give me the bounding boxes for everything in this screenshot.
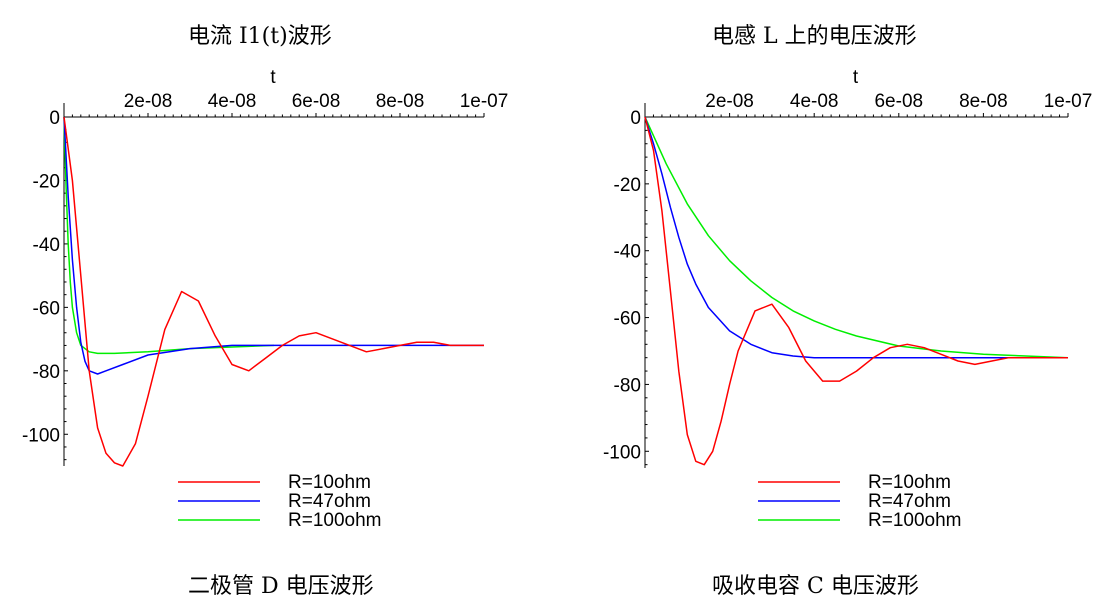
legend-label: R=10ohm — [288, 472, 371, 493]
y-tick-label: -20 — [614, 175, 641, 196]
x-tick-label: 2e-08 — [124, 91, 173, 112]
chart-left: 2e-08 4e-08 6e-08 8e-08 1e-07 0 -20 -40 -60 -80 -1… — [22, 67, 509, 530]
x-tick-label: 4e-08 — [790, 91, 839, 112]
y-tick-label: 0 — [630, 108, 641, 129]
x-tick-label: 6e-08 — [874, 91, 923, 112]
x-tick-label: 1e-07 — [460, 91, 509, 112]
legend-label: R=10ohm — [868, 472, 951, 493]
x-tick-label: 2e-08 — [705, 91, 754, 112]
chart-title-right: 电感 L 上的电压波形 — [712, 24, 917, 49]
chart-caption-left: 二极管 D 电压波形 — [188, 574, 374, 599]
chart-right: 2e-08 4e-08 6e-08 8e-08 1e-07 0 -20 -40 -60 -80 -1… — [603, 67, 1093, 530]
series-line-r-47ohm — [644, 116, 1068, 359]
legend-label: R=100ohm — [288, 510, 381, 530]
x-tick-label: 8e-08 — [376, 91, 425, 112]
y-tick-label: -40 — [614, 242, 641, 263]
x-tick-label: 6e-08 — [292, 91, 341, 112]
series-line-r-100ohm — [63, 116, 275, 355]
y-tick-label: 0 — [49, 108, 60, 129]
legend-label: R=47ohm — [868, 491, 951, 512]
series-line-r-100ohm — [644, 116, 1069, 359]
series-line-r-47ohm — [63, 116, 484, 375]
chart-title-left: 电流 I1(t)波形 — [188, 24, 332, 49]
y-tick-label: -20 — [33, 171, 60, 192]
x-tick-label: 4e-08 — [208, 91, 257, 112]
y-tick-label: -100 — [22, 425, 60, 446]
y-tick-label: -60 — [33, 298, 60, 319]
series-line-r-10ohm — [63, 116, 484, 467]
legend-label: R=47ohm — [288, 491, 371, 512]
y-tick-label: -80 — [614, 375, 641, 396]
x-tick-label: 1e-07 — [1044, 91, 1093, 112]
y-tick-label: -80 — [33, 362, 60, 383]
y-tick-label: -60 — [614, 309, 641, 330]
x-axis-label: t — [853, 67, 859, 88]
legend-label: R=100ohm — [868, 510, 961, 530]
chart-caption-right: 吸收电容 C 电压波形 — [712, 574, 919, 599]
y-tick-label: -100 — [603, 442, 641, 463]
x-axis-label: t — [270, 67, 276, 88]
x-tick-label: 8e-08 — [959, 91, 1008, 112]
y-tick-label: -40 — [33, 235, 60, 256]
series-line-r-10ohm — [644, 116, 1068, 466]
